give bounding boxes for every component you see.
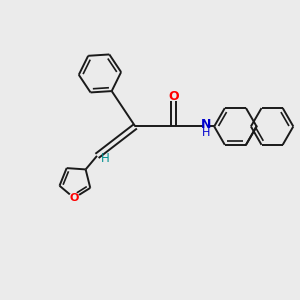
Text: O: O: [69, 193, 79, 203]
Text: N: N: [201, 118, 211, 131]
Text: H: H: [101, 152, 110, 165]
Text: O: O: [168, 90, 179, 103]
Text: H: H: [202, 128, 210, 138]
